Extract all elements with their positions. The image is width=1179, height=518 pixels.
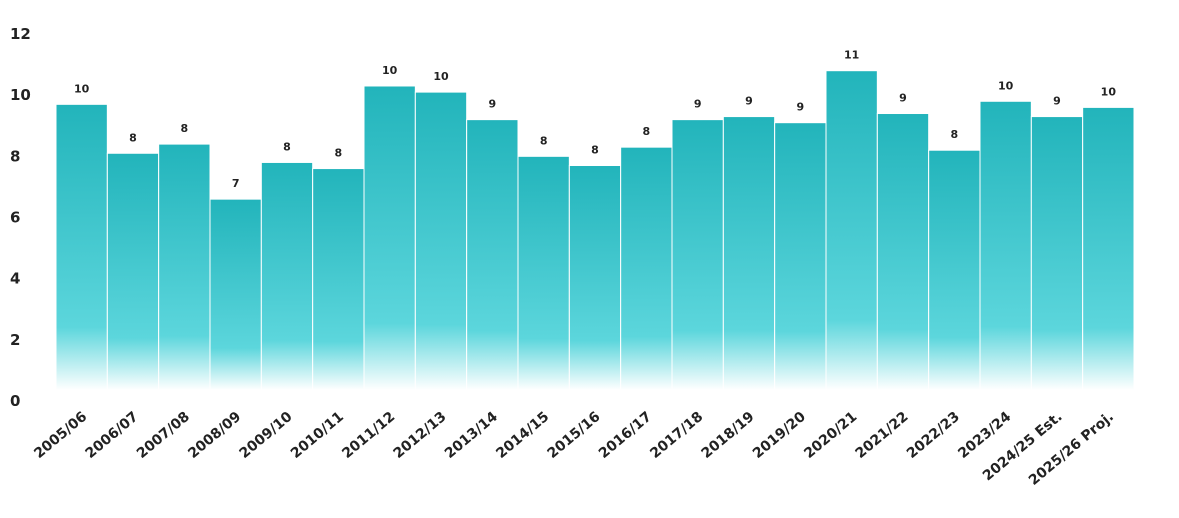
x-tick-label: 2019/20 <box>750 409 809 462</box>
data-label: 8 <box>283 140 291 153</box>
data-label: 8 <box>129 131 137 144</box>
data-label: 10 <box>998 79 1014 92</box>
data-label: 10 <box>382 64 398 77</box>
data-label: 9 <box>745 95 753 108</box>
bar <box>106 152 160 391</box>
x-tick-label: 2020/21 <box>801 409 860 462</box>
bar <box>671 119 724 391</box>
x-axis: 2005/062006/072007/082008/092009/102010/… <box>31 409 1117 489</box>
x-tick-label: 2017/18 <box>647 409 706 462</box>
y-tick-label: 4 <box>10 270 20 288</box>
x-tick-label: 2015/16 <box>545 409 604 462</box>
data-label: 8 <box>181 122 189 135</box>
data-label: 11 <box>844 49 859 62</box>
bar <box>158 143 211 391</box>
data-label: 10 <box>433 70 449 83</box>
x-tick-label: 2010/11 <box>288 409 347 462</box>
y-tick-label: 0 <box>10 392 20 410</box>
data-label: 7 <box>232 177 240 190</box>
bar <box>55 103 108 391</box>
x-tick-label: 2007/08 <box>134 409 193 462</box>
y-axis: 0 2 4 6 8 10 12 <box>10 25 31 410</box>
x-tick-label: 2014/15 <box>493 409 552 462</box>
bars <box>55 70 1135 391</box>
data-label: 8 <box>951 128 959 141</box>
data-label: 9 <box>1053 95 1061 108</box>
y-tick-label: 12 <box>10 25 31 43</box>
bar <box>876 113 930 391</box>
x-tick-label: 2009/10 <box>237 409 296 462</box>
data-label: 9 <box>899 92 907 105</box>
x-tick-label: 2005/06 <box>31 409 90 462</box>
x-tick-label: 2008/09 <box>185 409 244 462</box>
bar <box>979 100 1032 391</box>
x-tick-label: 2021/22 <box>853 409 912 462</box>
bar <box>620 146 673 391</box>
bar <box>568 165 622 391</box>
bar <box>722 116 776 391</box>
x-tick-label: 2022/23 <box>904 409 963 462</box>
data-label: 10 <box>74 82 90 95</box>
x-tick-label: 2006/07 <box>83 409 142 462</box>
x-tick-label: 2018/19 <box>699 409 758 462</box>
data-label: 8 <box>643 125 651 138</box>
bar <box>928 149 981 391</box>
bar <box>466 119 519 391</box>
bar <box>414 91 468 391</box>
data-label: 9 <box>797 101 805 114</box>
bar <box>260 161 314 391</box>
data-labels: 10 8 8 7 8 8 10 10 9 8 8 8 9 9 9 11 9 8 10 9 10 <box>74 49 1116 190</box>
data-label: 9 <box>489 98 497 111</box>
bar <box>1082 106 1135 391</box>
data-label: 8 <box>540 134 548 147</box>
data-label: 8 <box>335 147 343 160</box>
y-tick-label: 10 <box>10 86 31 104</box>
data-label: 8 <box>591 144 599 157</box>
x-tick-label: 2016/17 <box>596 409 655 462</box>
bar <box>774 122 827 391</box>
x-tick-label: 2011/12 <box>339 409 398 462</box>
y-tick-label: 6 <box>10 209 20 227</box>
y-tick-label: 8 <box>10 147 20 165</box>
x-tick-label: 2013/14 <box>442 409 501 462</box>
bar <box>209 198 262 391</box>
x-tick-label: 2012/13 <box>391 409 450 462</box>
bar <box>517 155 570 391</box>
data-label: 10 <box>1101 85 1117 98</box>
data-label: 9 <box>694 98 702 111</box>
bar <box>363 85 416 391</box>
bar <box>825 70 878 391</box>
y-tick-label: 2 <box>10 331 20 349</box>
bar <box>312 168 365 391</box>
bar <box>1030 116 1084 391</box>
